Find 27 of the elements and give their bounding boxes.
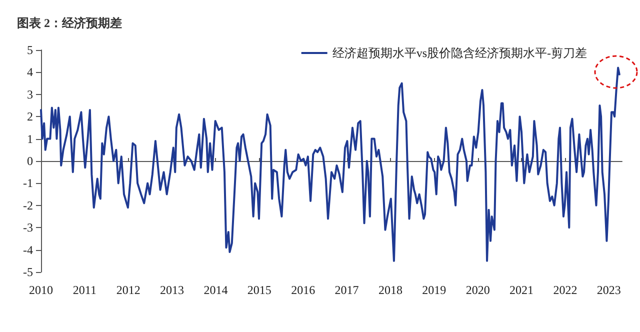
- y-tick-label: -4: [23, 242, 33, 257]
- y-tick-label: 4: [27, 65, 33, 80]
- x-tick-label: 2016: [291, 283, 316, 297]
- y-tick-label: -2: [23, 198, 33, 212]
- y-tick-label: 1: [27, 132, 33, 146]
- x-tick-label: 2019: [422, 283, 446, 297]
- x-tick-label: 2018: [378, 283, 402, 297]
- y-tick-label: 2: [27, 110, 33, 124]
- x-tick-label: 2014: [204, 283, 228, 297]
- x-tick-label: 2011: [72, 283, 96, 297]
- x-tick-label: 2023: [596, 283, 621, 297]
- x-tick-label: 2015: [247, 283, 272, 297]
- x-tick-label: 2022: [553, 283, 578, 297]
- x-tick-label: 2012: [116, 283, 140, 297]
- y-tick-label: -3: [23, 220, 33, 235]
- x-tick-label: 2020: [466, 283, 490, 297]
- x-tick-label: 2010: [29, 283, 53, 297]
- x-tick-label: 2021: [510, 283, 534, 297]
- legend-label: 经济超预期水平vs股价隐含经济预期水平-剪刀差: [332, 46, 588, 60]
- chart-title: 图表 2：经济预期差: [17, 16, 122, 30]
- y-tick-label: 0: [27, 154, 33, 168]
- x-tick-label: 2017: [334, 283, 359, 297]
- y-tick-label: 3: [27, 87, 33, 102]
- y-tick-label: -1: [23, 176, 33, 190]
- y-tick-label: -5: [23, 265, 33, 279]
- x-tick-label: 2013: [160, 283, 184, 297]
- y-tick-label: 5: [27, 43, 33, 57]
